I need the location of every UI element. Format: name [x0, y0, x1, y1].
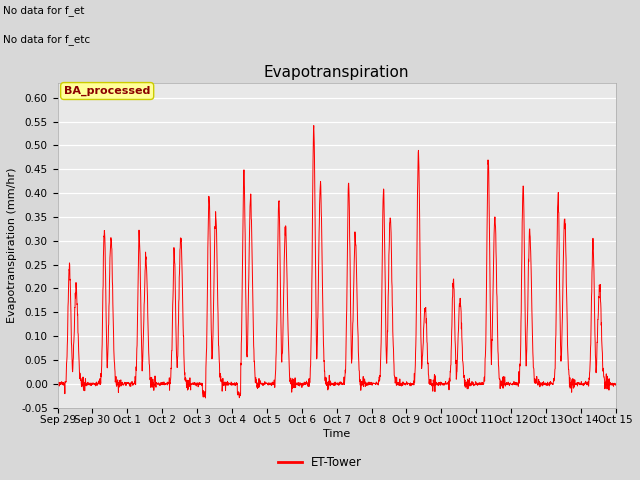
- X-axis label: Time: Time: [323, 430, 350, 440]
- Title: Evapotranspiration: Evapotranspiration: [264, 64, 410, 80]
- Text: No data for f_etc: No data for f_etc: [3, 34, 90, 45]
- Text: BA_processed: BA_processed: [64, 86, 150, 96]
- Legend: ET-Tower: ET-Tower: [273, 452, 367, 474]
- Text: No data for f_et: No data for f_et: [3, 5, 84, 16]
- Y-axis label: Evapotranspiration (mm/hr): Evapotranspiration (mm/hr): [7, 168, 17, 324]
